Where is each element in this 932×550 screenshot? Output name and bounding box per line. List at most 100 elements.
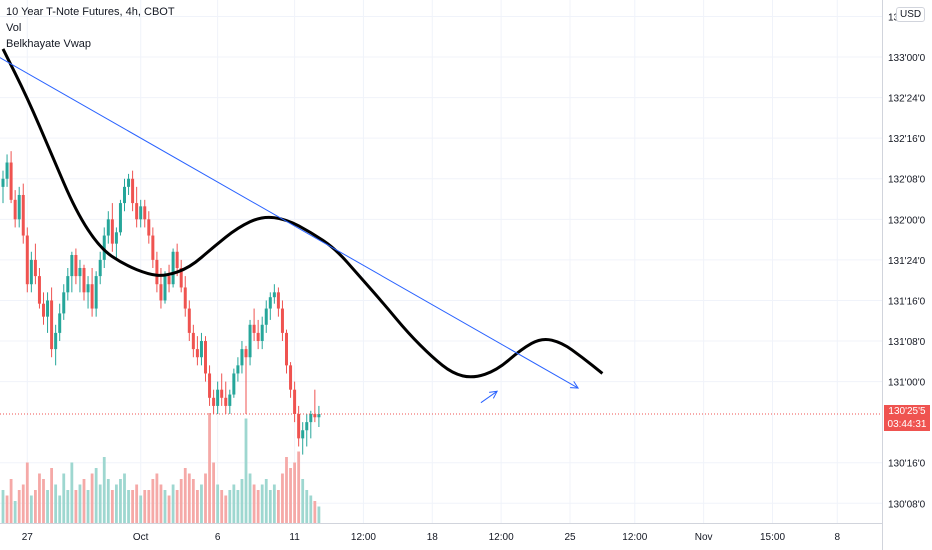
volume-bar — [301, 479, 305, 523]
volume-bars — [1, 413, 321, 523]
candle — [127, 173, 131, 195]
candle-body — [17, 194, 21, 220]
volume-bar — [281, 473, 284, 523]
candle-body — [58, 313, 62, 333]
bar-countdown-tag: 03:44:31 — [884, 418, 930, 432]
trendline-drawing[interactable] — [0, 57, 580, 404]
volume-bar — [196, 490, 199, 523]
candle-body — [195, 349, 199, 358]
y-tick-label: 132'16'0 — [888, 134, 926, 145]
x-tick-label: 27 — [22, 532, 34, 543]
volume-bar — [175, 490, 179, 523]
candle-body — [110, 219, 114, 244]
x-tick-label: 12:00 — [351, 532, 376, 543]
y-tick-label: 131'16'0 — [888, 296, 926, 307]
trendline-arrowhead — [570, 381, 580, 389]
currency-button[interactable]: USD — [896, 7, 926, 22]
x-tick-label: Oct — [133, 532, 149, 543]
candle-body — [131, 178, 135, 204]
candle — [21, 183, 25, 244]
candle-body — [9, 162, 13, 200]
candle — [317, 405, 321, 428]
symbol-title[interactable]: 10 Year T-Note Futures, 4h, CBOT — [6, 6, 175, 18]
candle — [285, 329, 288, 374]
candle-body — [224, 397, 228, 406]
volume-bar — [252, 484, 256, 523]
candle-body — [37, 276, 41, 304]
candle-body — [74, 255, 78, 277]
volume-bar — [38, 473, 41, 523]
candle-body — [50, 300, 54, 350]
volume-bar — [285, 457, 288, 523]
candle — [272, 284, 276, 304]
candle-body — [13, 199, 17, 220]
candle-body — [62, 292, 66, 314]
candle — [224, 381, 228, 415]
candle-body — [313, 414, 317, 418]
x-tick-label: 12:00 — [489, 532, 514, 543]
volume-bar — [82, 479, 86, 523]
candle-body — [264, 308, 268, 325]
volume-bar — [62, 473, 66, 523]
candle-body — [135, 203, 139, 220]
volume-bar — [151, 479, 155, 523]
volume-bar — [13, 501, 17, 523]
candle — [118, 199, 122, 236]
candle-body — [268, 297, 272, 309]
candle-body — [151, 235, 155, 260]
candle — [58, 303, 62, 342]
volume-bar — [143, 490, 147, 523]
candle-body — [78, 267, 82, 277]
volume-bar — [297, 451, 301, 523]
candle — [50, 287, 54, 358]
candle — [78, 259, 82, 293]
indicator-legend[interactable]: Belkhayate Vwap — [6, 38, 91, 50]
candle — [268, 292, 272, 320]
candle — [313, 389, 317, 423]
volume-legend[interactable]: Vol — [6, 22, 22, 34]
candle-body — [179, 267, 183, 288]
candle — [216, 381, 220, 415]
candle — [256, 319, 260, 350]
volume-bar — [115, 484, 118, 523]
candle-body — [123, 186, 126, 204]
volume-bar — [9, 479, 13, 523]
candle — [191, 324, 195, 358]
volume-bar — [293, 462, 296, 523]
candle — [135, 186, 139, 228]
candle-body — [167, 276, 171, 285]
candle — [252, 308, 256, 342]
candle — [139, 199, 143, 228]
chart-legend: 10 Year T-Note Futures, 4h, CBOT Vol Bel… — [6, 4, 175, 52]
candle — [17, 186, 21, 228]
y-tick-label: 132'24'0 — [888, 94, 926, 105]
candle — [143, 199, 147, 228]
candle-body — [244, 349, 248, 358]
y-tick-label: 133'00'0 — [888, 53, 926, 64]
volume-bar — [268, 490, 272, 523]
vwap-curve — [1, 48, 604, 379]
x-tick-label: 15:00 — [760, 532, 785, 543]
belkhayate-vwap-line — [1, 48, 604, 379]
candle — [264, 300, 268, 333]
candle — [280, 300, 284, 342]
candle — [301, 422, 305, 455]
volume-bar — [74, 490, 78, 523]
volume-bar — [187, 473, 191, 523]
candle-body — [236, 365, 240, 374]
volume-bar — [42, 479, 45, 523]
candle-body — [228, 394, 232, 406]
candle-body — [25, 235, 29, 285]
candle-body — [240, 349, 244, 366]
volume-bar — [179, 479, 183, 523]
candle — [276, 287, 280, 317]
candle — [163, 271, 167, 304]
volume-bar — [86, 490, 90, 523]
candle-body — [102, 235, 106, 260]
last-price-tag: 130'25'5 — [884, 405, 930, 419]
volume-bar — [159, 484, 163, 523]
candle-body — [46, 300, 50, 317]
volume-bar — [54, 484, 58, 523]
candle — [293, 381, 297, 423]
